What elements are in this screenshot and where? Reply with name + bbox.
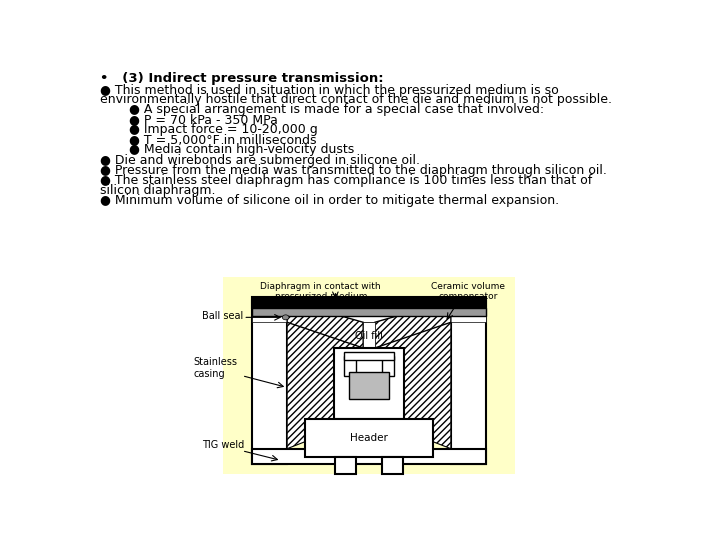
Bar — [305, 419, 433, 457]
Bar — [363, 322, 375, 348]
Polygon shape — [375, 322, 451, 449]
Text: ● Media contain high-velocity dusts: ● Media contain high-velocity dusts — [129, 143, 354, 156]
Circle shape — [282, 315, 289, 320]
Text: Diaphragm in contact with
pressurized medium: Diaphragm in contact with pressurized me… — [261, 282, 381, 301]
Bar — [344, 356, 356, 376]
Text: Stainless
casing: Stainless casing — [194, 357, 238, 379]
Text: ● Impact force = 10-20,000 g: ● Impact force = 10-20,000 g — [129, 123, 318, 136]
Text: ● Minimum volume of silicone oil in order to mitigate thermal expansion.: ● Minimum volume of silicone oil in orde… — [100, 194, 559, 207]
Text: ● Pressure from the media was transmitted to the diaphragm through silicon oil.: ● Pressure from the media was transmitte… — [100, 164, 607, 177]
Text: Header: Header — [350, 433, 388, 443]
Polygon shape — [375, 301, 451, 348]
Bar — [252, 296, 486, 308]
Bar — [336, 457, 356, 474]
Text: Ceramic volume
compensator: Ceramic volume compensator — [431, 282, 505, 301]
Text: ● Die and wirebonds are submerged in silicone oil.: ● Die and wirebonds are submerged in sil… — [100, 154, 420, 167]
Bar — [252, 301, 287, 464]
Text: ● This method is used in situation in which the pressurized medium is so: ● This method is used in situation in wh… — [100, 84, 559, 97]
Text: ● The stainless steel diaphragm has compliance is 100 times less than that of: ● The stainless steel diaphragm has comp… — [100, 174, 593, 187]
Bar — [344, 352, 394, 360]
Text: Oil fill: Oil fill — [355, 331, 383, 341]
Text: ● T = 5,000°F in milliseconds: ● T = 5,000°F in milliseconds — [129, 133, 317, 146]
Polygon shape — [287, 301, 363, 348]
Bar — [252, 449, 486, 464]
Bar — [451, 301, 486, 464]
Polygon shape — [287, 322, 363, 449]
Text: ● P = 70 kPa - 350 MPa: ● P = 70 kPa - 350 MPa — [129, 113, 278, 126]
Text: •   (3) Indirect pressure transmission:: • (3) Indirect pressure transmission: — [100, 72, 384, 85]
Bar — [334, 348, 404, 419]
Bar — [348, 372, 390, 399]
Bar — [337, 350, 401, 417]
Bar — [222, 277, 516, 474]
Text: ● A special arrangement is made for a special case that involved:: ● A special arrangement is made for a sp… — [129, 103, 544, 116]
Text: TIG weld: TIG weld — [202, 440, 245, 450]
Bar — [382, 457, 402, 474]
Text: silicon diaphragm.: silicon diaphragm. — [100, 184, 215, 197]
Bar — [252, 308, 486, 316]
Bar — [252, 316, 486, 322]
Bar — [382, 356, 394, 376]
Text: Ball seal: Ball seal — [202, 312, 243, 321]
Text: environmentally hostile that direct contact of the die and medium is not possibl: environmentally hostile that direct cont… — [100, 93, 612, 106]
